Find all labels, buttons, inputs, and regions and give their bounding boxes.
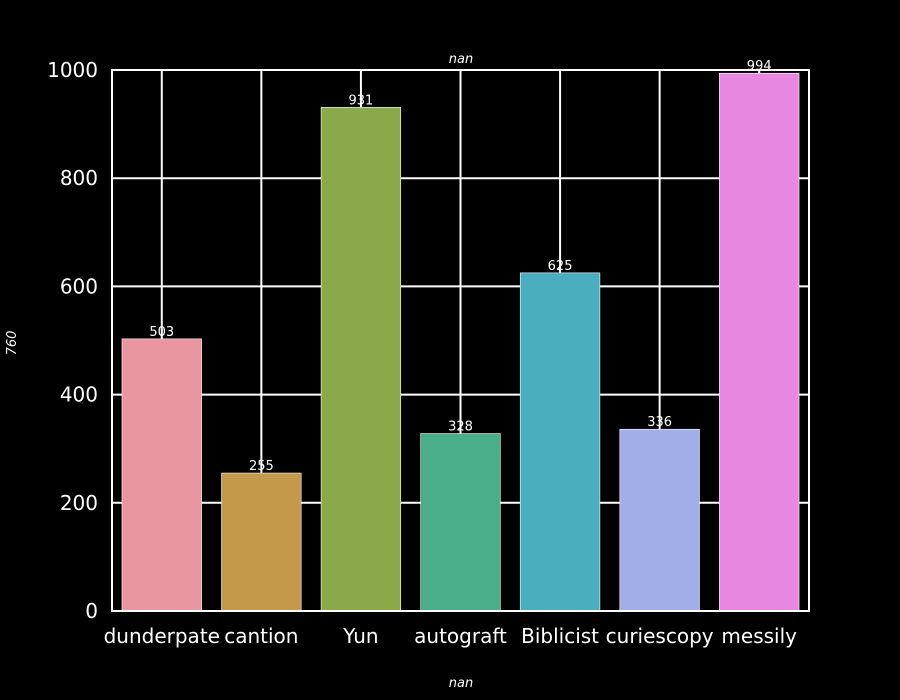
x-tick-label-messily: messily [721,624,797,648]
bar-Yun [320,107,402,612]
x-tick-label-Yun: Yun [342,624,378,648]
y-tick-label: 600 [60,274,98,298]
data-label-Biblicist: 625 [548,259,573,274]
y-tick-labels: 0 200 400 600 800 1000 [47,58,98,623]
y-tick-label: 200 [60,491,98,515]
data-label-Yun: 931 [349,93,374,108]
x-tick-label-Biblicist: Biblicist [521,624,599,648]
data-label-dunderpate: 503 [149,325,174,340]
plot-border [111,69,810,612]
x-tick-label-autograft: autograft [414,624,507,648]
data-label-cantion: 255 [249,459,274,474]
data-labels: 503 255 931 328 625 336 994 [149,59,771,474]
y-tick-label: 1000 [47,58,98,82]
plot-frame [111,69,810,612]
y-tick-label: 0 [85,599,98,623]
bar-dunderpate [121,338,202,612]
data-label-curiescopy: 336 [647,415,672,430]
bar-cantion [221,472,302,612]
x-tick-label-dunderpate: dunderpate [104,624,220,648]
y-axis-title: 760 [5,331,20,356]
data-label-autograft: 328 [448,420,473,435]
x-tick-label-curiescopy: curiescopy [606,624,714,648]
y-tick-label: 400 [60,383,98,407]
x-axis-title: nan [449,676,473,691]
x-tick-labels: dunderpate cantion Yun autograft Biblicist cu… [104,624,798,648]
chart-title: nan [449,52,473,67]
bar-Biblicist [519,272,601,612]
bar-messily [719,72,800,612]
x-tick-label-cantion: cantion [224,624,298,648]
y-tick-label: 800 [60,166,98,190]
bar-autograft [420,433,501,612]
data-label-messily: 994 [747,59,772,74]
bars [121,72,800,612]
bar-curiescopy [619,428,700,612]
